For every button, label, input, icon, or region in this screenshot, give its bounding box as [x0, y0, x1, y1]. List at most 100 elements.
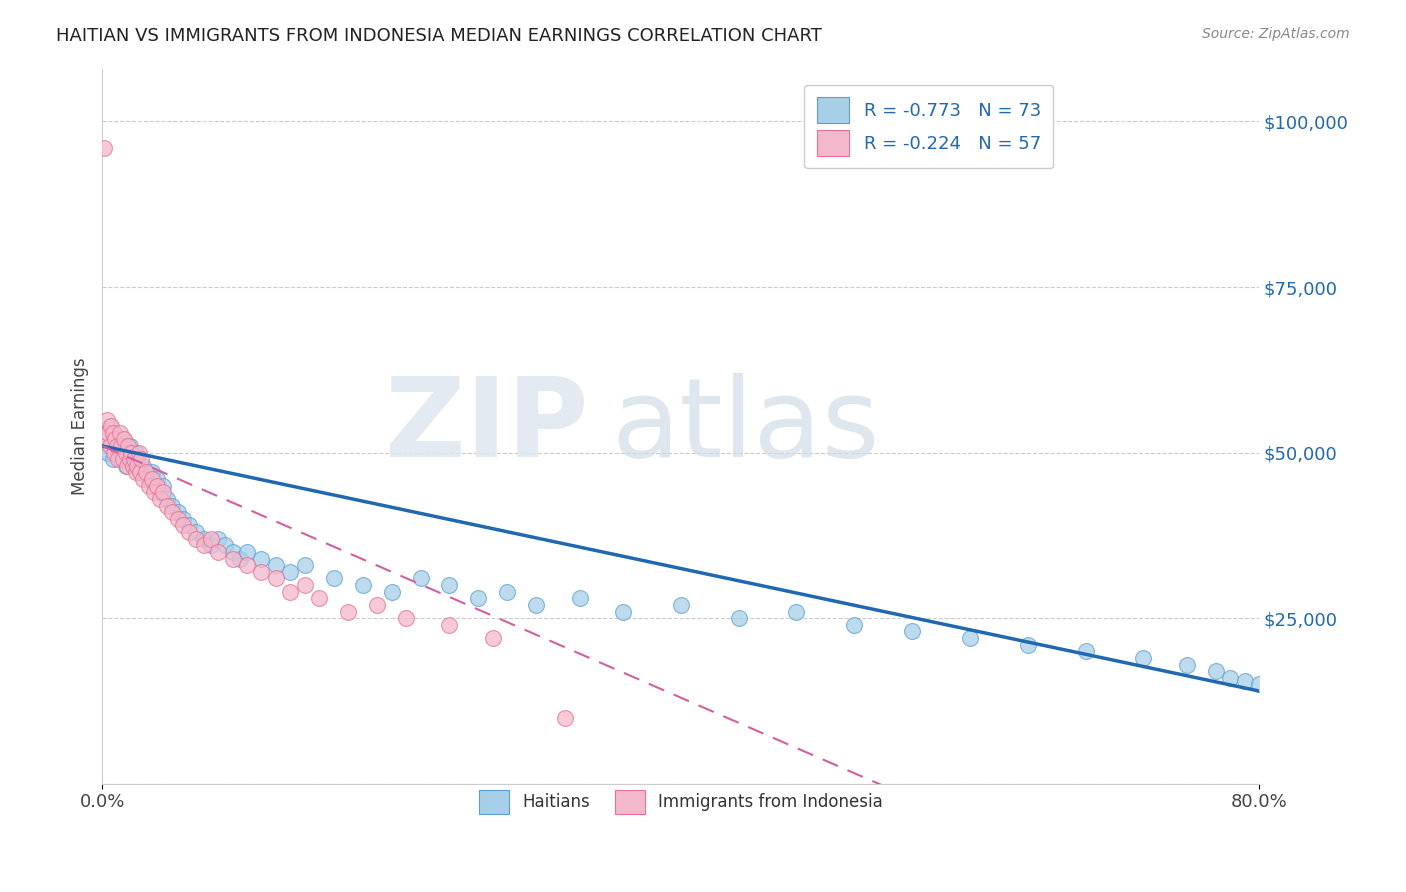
Point — [467, 591, 489, 606]
Point — [143, 479, 166, 493]
Point — [149, 485, 172, 500]
Point — [146, 472, 169, 486]
Point — [496, 584, 519, 599]
Point — [100, 439, 122, 453]
Point — [112, 439, 135, 453]
Point — [156, 499, 179, 513]
Point — [96, 412, 118, 426]
Point — [200, 538, 222, 552]
Point — [146, 479, 169, 493]
Point — [107, 452, 129, 467]
Point — [221, 551, 243, 566]
Point — [264, 571, 287, 585]
Point — [117, 439, 139, 453]
Point — [264, 558, 287, 573]
Point — [114, 445, 136, 459]
Point — [669, 598, 692, 612]
Point — [108, 425, 131, 440]
Point — [1233, 674, 1256, 689]
Point — [110, 445, 132, 459]
Point — [120, 445, 142, 459]
Point — [294, 558, 316, 573]
Point — [308, 591, 330, 606]
Point — [98, 439, 121, 453]
Point — [138, 479, 160, 493]
Point — [294, 578, 316, 592]
Point — [236, 545, 259, 559]
Point — [152, 485, 174, 500]
Point — [236, 558, 259, 573]
Point — [111, 433, 134, 447]
Point — [128, 445, 150, 459]
Point — [110, 439, 132, 453]
Point — [439, 578, 461, 592]
Point — [352, 578, 374, 592]
Point — [280, 565, 302, 579]
Point — [132, 458, 155, 473]
Point — [143, 485, 166, 500]
Point — [250, 565, 273, 579]
Point — [97, 425, 120, 440]
Point — [97, 445, 120, 459]
Text: HAITIAN VS IMMIGRANTS FROM INDONESIA MEDIAN EARNINGS CORRELATION CHART: HAITIAN VS IMMIGRANTS FROM INDONESIA MED… — [56, 27, 823, 45]
Point — [166, 512, 188, 526]
Point — [250, 551, 273, 566]
Point — [1074, 644, 1097, 658]
Point — [193, 538, 215, 552]
Point — [108, 452, 131, 467]
Point — [104, 445, 127, 459]
Point — [101, 425, 124, 440]
Point — [129, 466, 152, 480]
Point — [395, 611, 418, 625]
Point — [111, 452, 134, 467]
Point — [138, 472, 160, 486]
Point — [96, 433, 118, 447]
Point — [112, 433, 135, 447]
Point — [103, 425, 125, 440]
Point — [160, 499, 183, 513]
Point — [135, 466, 157, 480]
Point — [120, 445, 142, 459]
Point — [409, 571, 432, 585]
Point — [103, 445, 125, 459]
Point — [131, 452, 153, 467]
Point — [107, 439, 129, 453]
Point — [179, 518, 201, 533]
Point — [114, 458, 136, 473]
Point — [127, 458, 149, 473]
Point — [200, 532, 222, 546]
Point — [568, 591, 591, 606]
Point — [128, 458, 150, 473]
Point — [207, 532, 229, 546]
Point — [122, 452, 145, 467]
Point — [118, 439, 141, 453]
Point — [132, 472, 155, 486]
Point — [156, 491, 179, 506]
Point — [186, 525, 208, 540]
Point — [118, 452, 141, 467]
Point — [280, 584, 302, 599]
Point — [193, 532, 215, 546]
Point — [100, 419, 122, 434]
Point — [322, 571, 344, 585]
Point — [101, 452, 124, 467]
Point — [166, 505, 188, 519]
Point — [122, 458, 145, 473]
Point — [121, 458, 143, 473]
Point — [125, 445, 148, 459]
Point — [104, 433, 127, 447]
Point — [482, 631, 505, 645]
Point — [115, 445, 138, 459]
Y-axis label: Median Earnings: Median Earnings — [72, 358, 89, 495]
Point — [115, 458, 138, 473]
Point — [439, 617, 461, 632]
Point — [125, 466, 148, 480]
Point — [1017, 638, 1039, 652]
Point — [554, 710, 576, 724]
Legend: Haitians, Immigrants from Indonesia: Haitians, Immigrants from Indonesia — [467, 779, 894, 825]
Point — [1132, 651, 1154, 665]
Point — [207, 545, 229, 559]
Point — [98, 419, 121, 434]
Point — [524, 598, 547, 612]
Point — [901, 624, 924, 639]
